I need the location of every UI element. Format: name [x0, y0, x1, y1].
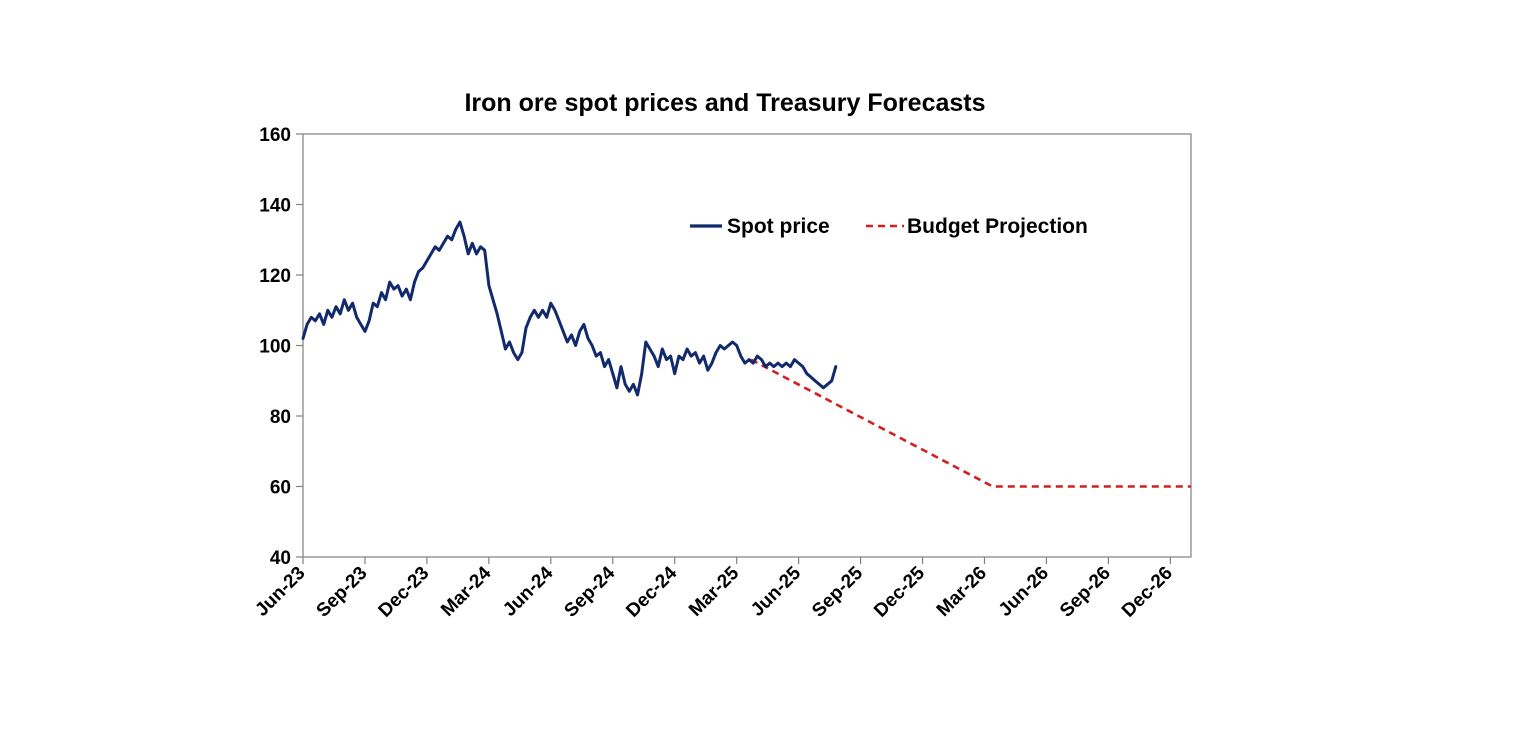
x-tick-label: Dec-23	[375, 563, 434, 622]
x-tick-label: Jun-23	[251, 563, 309, 621]
series-line-budget-projection	[750, 358, 1191, 488]
y-tick-label: 100	[259, 337, 291, 358]
legend-label-budget-projection: Budget Projection	[907, 215, 1088, 238]
y-tick-label: 160	[259, 125, 291, 146]
x-axis: Jun-23 Sep-23 Dec-23 Mar-24 Jun-24 Sep-24 Dec-…	[251, 557, 1177, 622]
x-tick-label: Jun-26	[995, 563, 1053, 621]
x-tick-label: Mar-26	[933, 563, 991, 621]
x-tick-label: Sep-25	[808, 562, 867, 621]
x-tick-label: Sep-26	[1056, 563, 1115, 622]
x-tick-label: Dec-25	[870, 562, 929, 621]
series-line-spot-price	[301, 220, 838, 397]
y-tick-label: 80	[270, 407, 291, 428]
y-tick-label: 60	[270, 478, 291, 499]
y-axis: 40 60 80 100 120 140 160	[259, 125, 303, 569]
series-layer	[301, 220, 1191, 488]
x-tick-label: Sep-23	[313, 563, 372, 622]
chart-title: Iron ore spot prices and Treasury Foreca…	[464, 89, 985, 117]
x-tick-label: Dec-24	[622, 562, 681, 621]
x-tick-label: Sep-24	[560, 562, 619, 621]
x-tick-label: Dec-26	[1118, 563, 1177, 622]
legend-label-spot-price: Spot price	[727, 215, 830, 238]
plot-area	[302, 133, 1192, 558]
y-tick-label: 40	[270, 548, 291, 569]
x-tick-label: Jun-24	[499, 562, 557, 620]
x-tick-label: Mar-25	[685, 562, 743, 620]
x-tick-label: Mar-24	[437, 562, 495, 620]
y-tick-label: 140	[259, 196, 291, 217]
y-tick-label: 120	[259, 266, 291, 287]
x-tick-label: Jun-25	[747, 562, 805, 620]
legend: Spot price Budget Projection	[690, 215, 1088, 238]
